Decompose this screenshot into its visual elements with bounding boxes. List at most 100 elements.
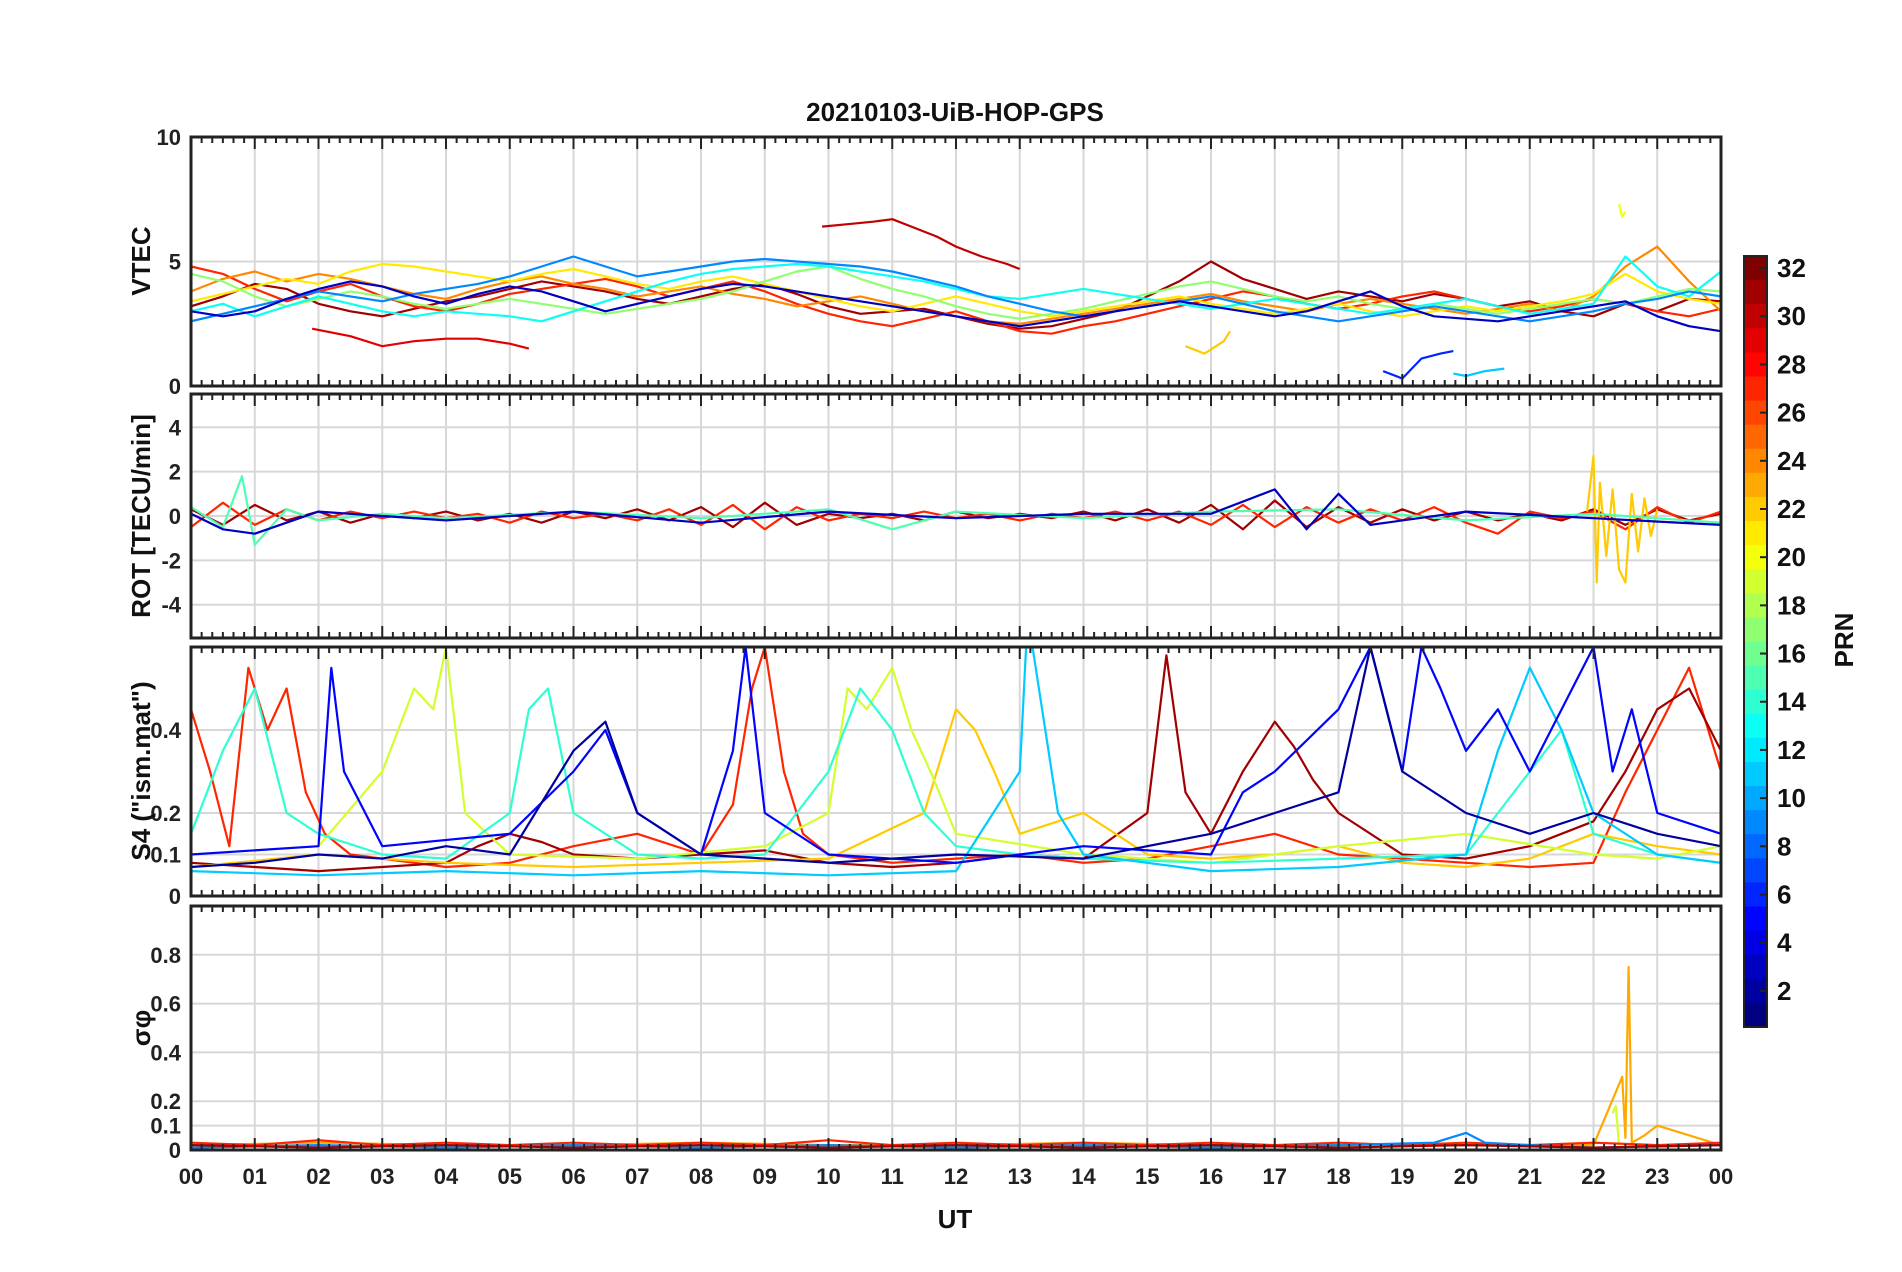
colorbar-swatch bbox=[1744, 448, 1767, 474]
colorbar-swatch bbox=[1744, 496, 1767, 522]
rot-panel: -4 -2 0 2 4 bbox=[161, 392, 1723, 640]
colorbar-swatch bbox=[1744, 665, 1767, 691]
series-line-prn-2 bbox=[191, 647, 1721, 869]
colorbar-tick-label: 4 bbox=[1777, 928, 1792, 958]
series-line-prn-11 bbox=[191, 647, 1721, 877]
series-line-prn-22 bbox=[191, 708, 1721, 869]
x-tick-label: 06 bbox=[561, 1164, 585, 1189]
panel-frame bbox=[189, 645, 1723, 898]
y-tick-label: 4 bbox=[169, 415, 182, 440]
colorbar-tick-label: 22 bbox=[1777, 494, 1806, 524]
y-tick-label: 0 bbox=[169, 1138, 181, 1163]
colorbar-swatch bbox=[1744, 978, 1767, 1004]
vtec-panel: 0 5 10 bbox=[157, 125, 1723, 399]
series-line-prn-3 bbox=[191, 280, 1721, 333]
colorbar-swatch bbox=[1744, 256, 1767, 281]
x-tick-label: 10 bbox=[816, 1164, 840, 1189]
series-line-prn-29 bbox=[311, 327, 530, 350]
colorbar-swatch bbox=[1744, 424, 1767, 450]
chart-title: 20210103-UiB-HOP-GPS bbox=[806, 97, 1104, 127]
x-tick-label: 12 bbox=[944, 1164, 968, 1189]
colorbar-tick-label: 2 bbox=[1777, 976, 1791, 1006]
y-tick-label: 5 bbox=[169, 250, 181, 275]
series-line-prn-6 bbox=[1382, 350, 1454, 380]
colorbar-tick-label: 32 bbox=[1777, 253, 1806, 283]
series-line-prn-3 bbox=[191, 488, 1721, 535]
series-line-prn-21 bbox=[191, 262, 1721, 318]
colorbar-swatch bbox=[1744, 472, 1767, 498]
x-tick-label: 20 bbox=[1454, 1164, 1478, 1189]
x-axis-label: UT bbox=[938, 1204, 973, 1234]
x-tick-label: 02 bbox=[306, 1164, 330, 1189]
colorbar-swatch bbox=[1744, 930, 1767, 956]
x-tick-label: 22 bbox=[1581, 1164, 1605, 1189]
series-line-prn-13 bbox=[191, 255, 1721, 323]
y-tick-label: 0.4 bbox=[150, 718, 181, 743]
colorbar-tick-label: 16 bbox=[1777, 639, 1806, 669]
series-line-prn-5 bbox=[191, 647, 1721, 864]
colorbar-swatch bbox=[1744, 858, 1767, 884]
colorbar-swatch bbox=[1744, 737, 1767, 763]
y-axis-label-s4: S4 ("ism.mat") bbox=[126, 681, 156, 860]
x-axis: 00 01 02 03 04 05 06 07 08 09 10 11 12 13 14 15 16 17 18 19… bbox=[179, 1164, 1733, 1189]
x-tick-label: 15 bbox=[1135, 1164, 1159, 1189]
colorbar-swatch bbox=[1744, 280, 1767, 305]
x-tick-label: 03 bbox=[370, 1164, 394, 1189]
x-tick-label: 14 bbox=[1071, 1164, 1096, 1189]
x-tick-label: 01 bbox=[243, 1164, 267, 1189]
x-tick-label: 23 bbox=[1645, 1164, 1669, 1189]
series-line-prn-19 bbox=[1611, 1104, 1621, 1146]
y-tick-label: 0.1 bbox=[150, 843, 181, 868]
series-line-prn-9 bbox=[191, 255, 1721, 323]
series-line-prn-22 bbox=[1586, 455, 1659, 584]
colorbar-tick-label: 24 bbox=[1777, 446, 1806, 476]
x-tick-label: 00 bbox=[179, 1164, 203, 1189]
colorbar-tick-label: 8 bbox=[1777, 831, 1791, 861]
y-axis-label-sigma-phi: σφ bbox=[126, 1010, 156, 1046]
colorbar-swatch bbox=[1744, 689, 1767, 715]
y-tick-label: 0.1 bbox=[150, 1114, 181, 1139]
y-axis-label-vtec: VTEC bbox=[126, 226, 156, 296]
series-line-prn-30 bbox=[821, 218, 1021, 271]
x-tick-label: 16 bbox=[1199, 1164, 1223, 1189]
y-tick-label: 0.2 bbox=[150, 1089, 181, 1114]
colorbar-tick-label: 20 bbox=[1777, 542, 1806, 572]
x-tick-label: 21 bbox=[1518, 1164, 1542, 1189]
panel-frame bbox=[189, 135, 1723, 388]
x-tick-label: 09 bbox=[753, 1164, 777, 1189]
colorbar-swatch bbox=[1744, 641, 1767, 667]
y-axis-label-rot: ROT [TECU/min] bbox=[126, 414, 156, 618]
colorbar-swatch bbox=[1744, 810, 1767, 835]
sigma-phi-panel: 00.10.2 0.4 0.6 0.8 bbox=[150, 904, 1723, 1163]
colorbar-swatch bbox=[1744, 834, 1767, 859]
colorbar-swatch bbox=[1744, 761, 1767, 787]
colorbar-tick-label: 30 bbox=[1777, 301, 1806, 331]
x-tick-label: 08 bbox=[689, 1164, 713, 1189]
y-tick-label: -2 bbox=[161, 548, 181, 573]
colorbar-swatch bbox=[1744, 521, 1767, 546]
colorbar-label: PRN bbox=[1829, 613, 1859, 668]
s4-panel: 0 0.1 0.2 0.4 bbox=[150, 645, 1723, 909]
y-tick-label: 10 bbox=[157, 125, 181, 150]
y-tick-label: 0.4 bbox=[150, 1040, 181, 1065]
colorbar-swatch bbox=[1744, 882, 1767, 908]
colorbar-tick-label: 14 bbox=[1777, 687, 1806, 717]
y-tick-label: 0.8 bbox=[150, 943, 181, 968]
y-tick-label: 0 bbox=[169, 374, 181, 399]
colorbar-swatch bbox=[1744, 617, 1767, 643]
colorbar-tick-label: 6 bbox=[1777, 879, 1791, 909]
x-tick-label: 17 bbox=[1263, 1164, 1287, 1189]
x-tick-label: 19 bbox=[1390, 1164, 1414, 1189]
colorbar-swatch bbox=[1744, 786, 1767, 811]
colorbar-swatch bbox=[1744, 713, 1767, 739]
colorbar-tick-label: 10 bbox=[1777, 783, 1806, 813]
colorbar-swatch bbox=[1744, 545, 1767, 570]
colorbar-tick-label: 26 bbox=[1777, 398, 1806, 428]
series-line-prn-20 bbox=[1617, 203, 1627, 218]
colorbar-swatch bbox=[1744, 304, 1767, 329]
colorbar-swatch bbox=[1744, 954, 1767, 980]
x-tick-label: 13 bbox=[1008, 1164, 1032, 1189]
x-tick-label: 11 bbox=[881, 1164, 904, 1189]
y-tick-label: 0.6 bbox=[150, 992, 181, 1017]
